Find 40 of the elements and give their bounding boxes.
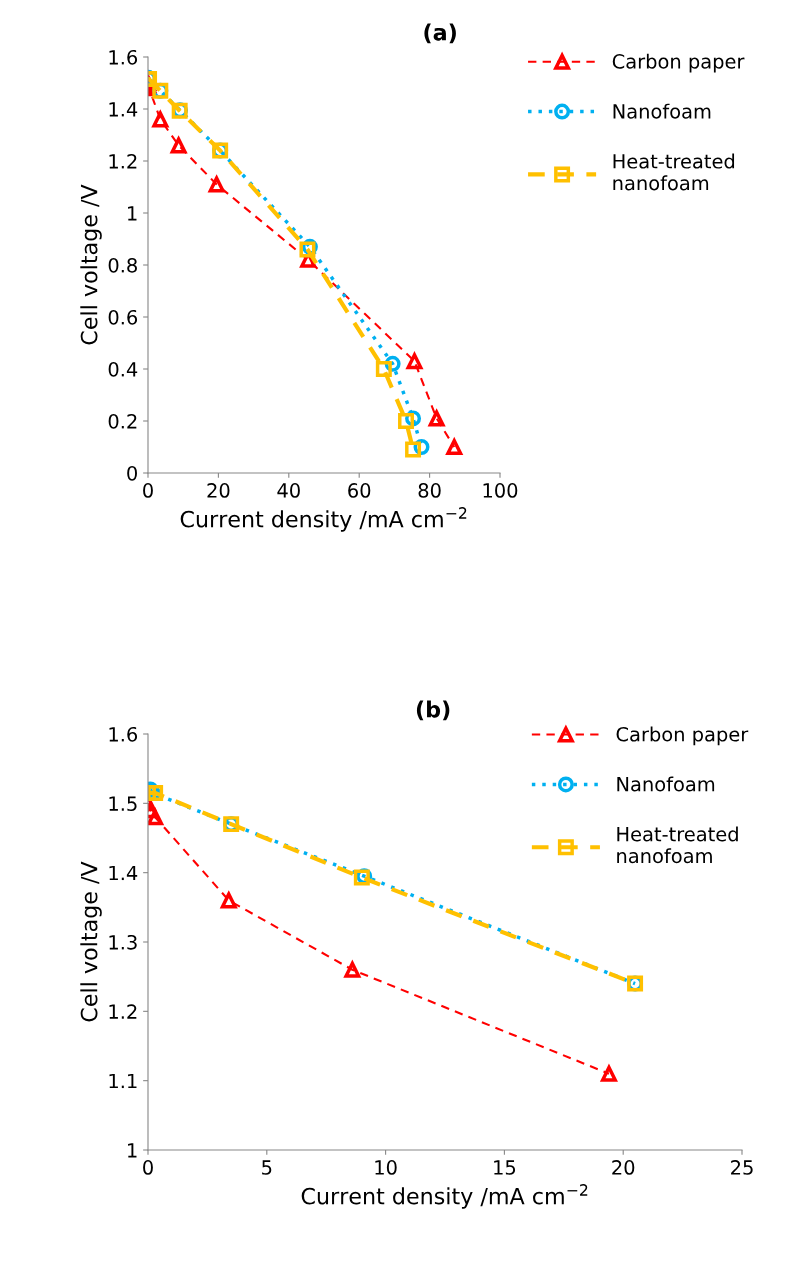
x-tick-label: 20 <box>207 483 230 498</box>
x-tick-label: 5 <box>262 1160 272 1175</box>
y-tick-label: 1.6 <box>109 726 138 742</box>
y-tick-label: 0.4 <box>108 361 138 377</box>
y-tick-label: 0 <box>127 465 137 481</box>
x-tick-label: 20 <box>612 1160 635 1175</box>
y-axis-title: Cell voltage /V <box>80 184 102 345</box>
legend-label: Carbon paper <box>616 726 749 746</box>
x-tick-label: 25 <box>731 1160 753 1175</box>
y-tick-label: 1.1 <box>109 1073 137 1089</box>
y-tick-label: 1 <box>128 1143 137 1158</box>
chart-title: (b) <box>416 700 450 721</box>
legend-label: Nanofoam <box>613 103 711 119</box>
y-tick-label: 1.4 <box>109 865 138 881</box>
y-axis-title: Cell voltage /V <box>80 861 102 1022</box>
y-tick-label: 1.2 <box>109 153 137 169</box>
x-axis-title: Current density /mA cm$^{−2}$ <box>301 1184 588 1209</box>
x-tick-label: 0 <box>143 1160 153 1175</box>
x-tick-label: 0 <box>143 483 153 498</box>
legend-label: Heat-treated nanofoam <box>617 826 738 864</box>
y-tick-label: 1 <box>128 206 137 221</box>
x-axis-title: Current density /mA cm$^{−2}$ <box>180 507 467 532</box>
chart-title: (a) <box>424 23 456 44</box>
legend-label: Nanofoam <box>617 776 715 792</box>
y-tick-label: 0.2 <box>108 413 137 429</box>
legend-label: Carbon paper <box>612 53 745 73</box>
y-tick-label: 1.3 <box>109 934 137 950</box>
x-tick-label: 40 <box>277 483 300 498</box>
x-tick-label: 80 <box>418 483 441 498</box>
x-tick-label: 100 <box>483 483 518 498</box>
x-tick-label: 15 <box>494 1160 516 1175</box>
y-tick-label: 0.6 <box>108 309 138 325</box>
y-tick-label: 1.2 <box>109 1004 137 1019</box>
x-tick-label: 10 <box>375 1160 397 1175</box>
y-tick-label: 1.5 <box>109 796 137 811</box>
y-tick-label: 1.6 <box>109 49 138 65</box>
y-tick-label: 0.8 <box>108 257 137 273</box>
legend-label: Heat-treated nanofoam <box>613 153 735 191</box>
x-tick-label: 60 <box>348 483 371 498</box>
y-tick-label: 1.4 <box>109 102 138 117</box>
